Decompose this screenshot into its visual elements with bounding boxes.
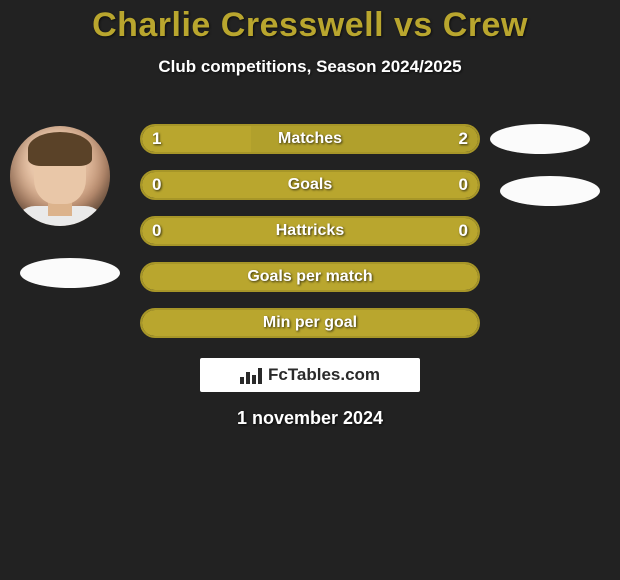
stat-label: Goals xyxy=(140,170,480,200)
stat-row: Matches1 2 xyxy=(0,124,620,154)
stat-label: Matches xyxy=(140,124,480,154)
subtitle: Club competitions, Season 2024/2025 xyxy=(0,57,620,77)
stat-row: Goals0 0 xyxy=(0,170,620,200)
bar-chart-icon xyxy=(240,366,262,384)
stat-value-right: 0 xyxy=(459,170,468,200)
watermark-text: FcTables.com xyxy=(268,365,380,385)
stat-label: Min per goal xyxy=(140,308,480,338)
stat-row: Hattricks0 0 xyxy=(0,216,620,246)
stat-value-right: 2 xyxy=(459,124,468,154)
stat-value-left: 0 xyxy=(152,216,161,246)
stat-label: Hattricks xyxy=(140,216,480,246)
stat-row: Goals per match xyxy=(0,262,620,292)
stat-label: Goals per match xyxy=(140,262,480,292)
page-title: Charlie Cresswell vs Crew xyxy=(0,0,620,45)
stat-value-left: 1 xyxy=(152,124,161,154)
stat-row: Min per goal xyxy=(0,308,620,338)
stat-value-right: 0 xyxy=(459,216,468,246)
watermark: FcTables.com xyxy=(200,358,420,392)
date-label: 1 november 2024 xyxy=(0,408,620,429)
stat-value-left: 0 xyxy=(152,170,161,200)
comparison-infographic: Charlie Cresswell vs Crew Club competiti… xyxy=(0,0,620,580)
